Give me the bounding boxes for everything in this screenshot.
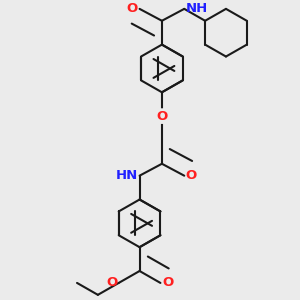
Text: O: O bbox=[127, 2, 138, 15]
Text: NH: NH bbox=[186, 2, 208, 15]
Text: HN: HN bbox=[116, 169, 138, 182]
Text: O: O bbox=[186, 169, 197, 182]
Text: O: O bbox=[162, 276, 173, 290]
Text: O: O bbox=[106, 276, 117, 290]
Text: O: O bbox=[156, 110, 167, 123]
